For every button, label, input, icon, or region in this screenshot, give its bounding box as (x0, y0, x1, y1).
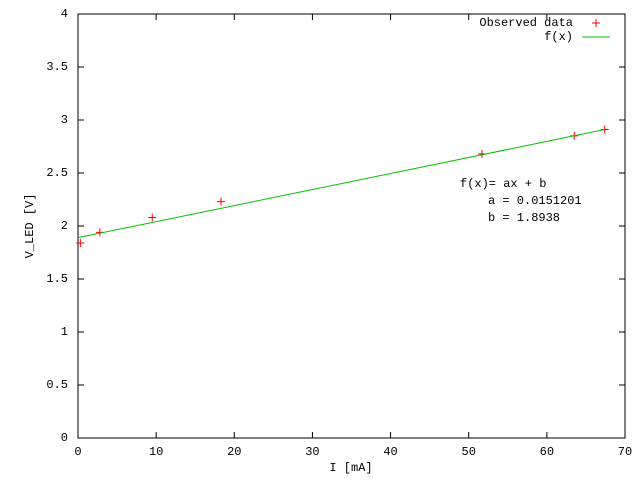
x-tick-label: 30 (305, 445, 319, 459)
data-point (148, 213, 157, 222)
y-tick-label: 0 (61, 431, 68, 445)
y-tick-label: 2.5 (46, 166, 68, 180)
x-tick-label: 0 (74, 445, 81, 459)
legend-swatch (592, 19, 600, 27)
x-tick-label: 60 (540, 445, 554, 459)
x-tick-label: 20 (227, 445, 241, 459)
x-tick-label: 10 (149, 445, 163, 459)
data-point (600, 125, 609, 134)
annotation: f(x)= ax + b (460, 177, 546, 191)
y-tick-label: 1 (61, 325, 68, 339)
annotation: a = 0.0151201 (488, 194, 582, 208)
data-point (76, 238, 85, 247)
x-axis-label: I [mA] (329, 461, 372, 475)
y-tick-label: 1.5 (46, 272, 68, 286)
x-tick-label: 70 (618, 445, 632, 459)
y-tick-label: 4 (61, 7, 68, 21)
legend-label: f(x) (544, 30, 573, 44)
y-axis-label: V_LED [V] (23, 194, 37, 259)
x-tick-label: 50 (462, 445, 476, 459)
y-tick-label: 3.5 (46, 60, 68, 74)
x-tick-label: 40 (383, 445, 397, 459)
data-point (217, 197, 226, 206)
y-tick-label: 0.5 (46, 378, 68, 392)
y-tick-label: 2 (61, 219, 68, 233)
fit-line (77, 129, 605, 239)
legend-label: Observed data (479, 16, 573, 30)
annotation: b = 1.8938 (488, 211, 560, 225)
y-tick-label: 3 (61, 113, 68, 127)
